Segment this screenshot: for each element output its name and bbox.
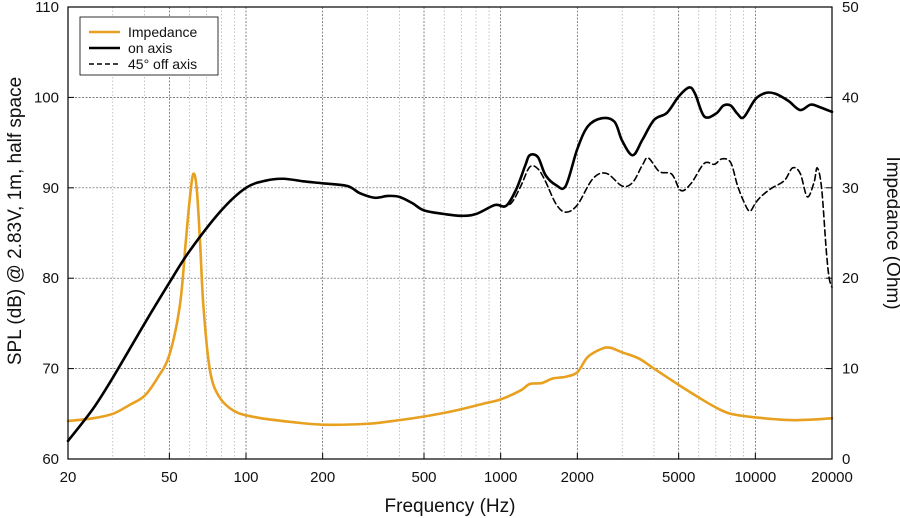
plot-frame (67, 6, 833, 460)
x-tick-label: 100 (233, 469, 258, 486)
x-tick-label: 10000 (734, 469, 776, 486)
on-axis-curve (66, 86, 834, 443)
x-tick-label: 20 (60, 469, 77, 486)
x-tick-label: 1000 (484, 469, 517, 486)
left-tick-label: 80 (42, 270, 59, 287)
legend: Impedance on axis 45° off axis (79, 16, 219, 76)
right-axis-ticks: 0 10 20 30 40 50 (826, 0, 859, 468)
right-tick-label: 30 (842, 180, 859, 197)
right-tick-label: 50 (842, 0, 859, 16)
x-tick-label: 5000 (662, 469, 695, 486)
grid (68, 7, 832, 459)
legend-label-on-axis: on axis (128, 40, 172, 56)
x-tick-label: 500 (411, 469, 436, 486)
legend-label-impedance: Impedance (128, 24, 197, 40)
x-axis-title: Frequency (Hz) (385, 496, 516, 517)
x-tick-label: 50 (161, 469, 178, 486)
x-tick-label: 2000 (561, 469, 594, 486)
off-axis-curve (499, 157, 833, 289)
right-axis-title: Impedance (Ohm) (882, 156, 900, 309)
left-tick-label: 90 (42, 180, 59, 197)
right-tick-label: 20 (842, 270, 859, 287)
left-axis-title: SPL (dB) @ 2.83V, 1m, half space (5, 77, 26, 365)
left-axis-ticks: 60 70 80 90 100 110 (34, 0, 74, 468)
right-tick-label: 10 (842, 361, 859, 378)
left-tick-label: 70 (42, 361, 59, 378)
x-tick-label: 20000 (811, 469, 853, 486)
right-tick-label: 40 (842, 89, 859, 106)
right-tick-label: 0 (842, 451, 850, 468)
impedance-curve (66, 172, 834, 427)
left-tick-label: 100 (34, 89, 59, 106)
legend-box (79, 16, 219, 76)
legend-label-off-axis: 45° off axis (128, 56, 197, 72)
x-axis-ticks: 20 50 100 200 500 1000 2000 5000 10000 20000 (60, 453, 853, 486)
x-tick-label: 200 (310, 469, 335, 486)
left-tick-label: 110 (35, 0, 59, 16)
left-tick-label: 60 (42, 451, 59, 468)
series-group (66, 86, 834, 443)
